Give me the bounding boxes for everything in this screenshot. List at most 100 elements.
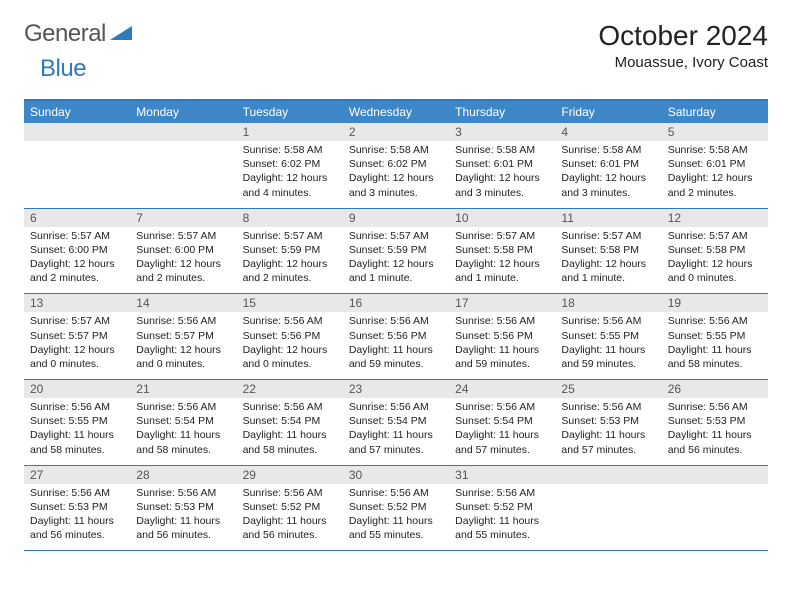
weekday-friday: Friday: [555, 101, 661, 123]
day-cell: 4Sunrise: 5:58 AMSunset: 6:01 PMDaylight…: [555, 123, 661, 208]
day-cell: 11Sunrise: 5:57 AMSunset: 5:58 PMDayligh…: [555, 209, 661, 294]
day-cell: 24Sunrise: 5:56 AMSunset: 5:54 PMDayligh…: [449, 380, 555, 465]
day-number: 21: [130, 380, 236, 398]
day-line: Sunset: 5:55 PM: [561, 329, 655, 343]
day-line: Sunrise: 5:57 AM: [136, 229, 230, 243]
day-line: Sunrise: 5:56 AM: [561, 400, 655, 414]
day-cell: [24, 123, 130, 208]
day-cell: 6Sunrise: 5:57 AMSunset: 6:00 PMDaylight…: [24, 209, 130, 294]
day-cell: 17Sunrise: 5:56 AMSunset: 5:56 PMDayligh…: [449, 294, 555, 379]
day-number: [662, 466, 768, 484]
day-line: Sunset: 5:53 PM: [136, 500, 230, 514]
day-number: 2: [343, 123, 449, 141]
day-line: Daylight: 11 hours and 56 minutes.: [668, 428, 762, 456]
day-line: Sunrise: 5:57 AM: [30, 314, 124, 328]
day-line: Daylight: 11 hours and 56 minutes.: [243, 514, 337, 542]
day-cell: 13Sunrise: 5:57 AMSunset: 5:57 PMDayligh…: [24, 294, 130, 379]
day-cell: 3Sunrise: 5:58 AMSunset: 6:01 PMDaylight…: [449, 123, 555, 208]
day-line: Sunset: 5:59 PM: [243, 243, 337, 257]
day-number: 23: [343, 380, 449, 398]
day-line: Daylight: 11 hours and 58 minutes.: [243, 428, 337, 456]
day-body: Sunrise: 5:56 AMSunset: 5:54 PMDaylight:…: [130, 398, 236, 465]
day-cell: 14Sunrise: 5:56 AMSunset: 5:57 PMDayligh…: [130, 294, 236, 379]
day-line: Sunrise: 5:57 AM: [349, 229, 443, 243]
day-body: [24, 141, 130, 199]
day-line: Sunrise: 5:56 AM: [136, 314, 230, 328]
day-line: Sunset: 5:53 PM: [30, 500, 124, 514]
day-number: 28: [130, 466, 236, 484]
day-line: Sunset: 5:53 PM: [561, 414, 655, 428]
day-cell: 28Sunrise: 5:56 AMSunset: 5:53 PMDayligh…: [130, 466, 236, 551]
day-line: Daylight: 12 hours and 2 minutes.: [668, 171, 762, 199]
day-number: [130, 123, 236, 141]
weekday-saturday: Saturday: [662, 101, 768, 123]
day-line: Sunset: 5:57 PM: [30, 329, 124, 343]
day-line: Sunrise: 5:56 AM: [349, 400, 443, 414]
day-line: Sunset: 5:58 PM: [455, 243, 549, 257]
day-line: Sunrise: 5:56 AM: [668, 314, 762, 328]
day-line: Sunrise: 5:56 AM: [349, 314, 443, 328]
weekday-thursday: Thursday: [449, 101, 555, 123]
day-cell: 21Sunrise: 5:56 AMSunset: 5:54 PMDayligh…: [130, 380, 236, 465]
day-line: Sunset: 6:02 PM: [349, 157, 443, 171]
day-cell: 31Sunrise: 5:56 AMSunset: 5:52 PMDayligh…: [449, 466, 555, 551]
day-number: 29: [237, 466, 343, 484]
day-line: Sunrise: 5:56 AM: [561, 314, 655, 328]
day-line: Sunset: 5:52 PM: [455, 500, 549, 514]
day-line: Daylight: 11 hours and 56 minutes.: [30, 514, 124, 542]
day-line: Sunrise: 5:56 AM: [455, 486, 549, 500]
day-line: Sunset: 6:00 PM: [30, 243, 124, 257]
day-line: Daylight: 11 hours and 58 minutes.: [30, 428, 124, 456]
day-body: Sunrise: 5:56 AMSunset: 5:53 PMDaylight:…: [130, 484, 236, 551]
day-line: Daylight: 12 hours and 2 minutes.: [243, 257, 337, 285]
day-body: Sunrise: 5:56 AMSunset: 5:53 PMDaylight:…: [662, 398, 768, 465]
week-row: 1Sunrise: 5:58 AMSunset: 6:02 PMDaylight…: [24, 123, 768, 209]
day-body: Sunrise: 5:58 AMSunset: 6:02 PMDaylight:…: [343, 141, 449, 208]
day-line: Sunset: 6:01 PM: [561, 157, 655, 171]
day-cell: 20Sunrise: 5:56 AMSunset: 5:55 PMDayligh…: [24, 380, 130, 465]
day-line: Sunset: 5:54 PM: [243, 414, 337, 428]
day-line: Daylight: 11 hours and 57 minutes.: [455, 428, 549, 456]
weeks: 1Sunrise: 5:58 AMSunset: 6:02 PMDaylight…: [24, 123, 768, 551]
day-line: Sunrise: 5:56 AM: [243, 486, 337, 500]
day-line: Sunset: 5:58 PM: [561, 243, 655, 257]
day-body: Sunrise: 5:56 AMSunset: 5:56 PMDaylight:…: [449, 312, 555, 379]
day-line: Sunset: 5:52 PM: [243, 500, 337, 514]
day-body: Sunrise: 5:58 AMSunset: 6:02 PMDaylight:…: [237, 141, 343, 208]
day-body: Sunrise: 5:57 AMSunset: 5:59 PMDaylight:…: [237, 227, 343, 294]
day-body: Sunrise: 5:56 AMSunset: 5:52 PMDaylight:…: [343, 484, 449, 551]
day-body: Sunrise: 5:56 AMSunset: 5:57 PMDaylight:…: [130, 312, 236, 379]
day-line: Sunset: 6:01 PM: [668, 157, 762, 171]
day-body: Sunrise: 5:57 AMSunset: 5:58 PMDaylight:…: [449, 227, 555, 294]
day-number: [24, 123, 130, 141]
day-line: Daylight: 12 hours and 3 minutes.: [349, 171, 443, 199]
day-number: 13: [24, 294, 130, 312]
week-row: 13Sunrise: 5:57 AMSunset: 5:57 PMDayligh…: [24, 294, 768, 380]
day-body: Sunrise: 5:57 AMSunset: 6:00 PMDaylight:…: [130, 227, 236, 294]
day-line: Sunset: 5:54 PM: [455, 414, 549, 428]
day-line: Sunrise: 5:58 AM: [455, 143, 549, 157]
day-line: Sunrise: 5:57 AM: [561, 229, 655, 243]
day-number: [555, 466, 661, 484]
day-line: Daylight: 12 hours and 3 minutes.: [561, 171, 655, 199]
day-number: 1: [237, 123, 343, 141]
day-number: 15: [237, 294, 343, 312]
day-line: Sunset: 5:56 PM: [455, 329, 549, 343]
day-number: 11: [555, 209, 661, 227]
day-number: 31: [449, 466, 555, 484]
day-body: Sunrise: 5:57 AMSunset: 5:58 PMDaylight:…: [555, 227, 661, 294]
month-title: October 2024: [598, 20, 768, 52]
day-line: Sunrise: 5:56 AM: [30, 486, 124, 500]
week-row: 20Sunrise: 5:56 AMSunset: 5:55 PMDayligh…: [24, 380, 768, 466]
day-line: Sunrise: 5:56 AM: [136, 486, 230, 500]
day-cell: 10Sunrise: 5:57 AMSunset: 5:58 PMDayligh…: [449, 209, 555, 294]
day-line: Daylight: 11 hours and 57 minutes.: [349, 428, 443, 456]
day-number: 16: [343, 294, 449, 312]
day-line: Daylight: 12 hours and 4 minutes.: [243, 171, 337, 199]
day-line: Daylight: 11 hours and 58 minutes.: [136, 428, 230, 456]
day-line: Sunset: 5:53 PM: [668, 414, 762, 428]
day-number: 12: [662, 209, 768, 227]
day-line: Sunrise: 5:56 AM: [136, 400, 230, 414]
day-cell: 1Sunrise: 5:58 AMSunset: 6:02 PMDaylight…: [237, 123, 343, 208]
day-cell: 12Sunrise: 5:57 AMSunset: 5:58 PMDayligh…: [662, 209, 768, 294]
